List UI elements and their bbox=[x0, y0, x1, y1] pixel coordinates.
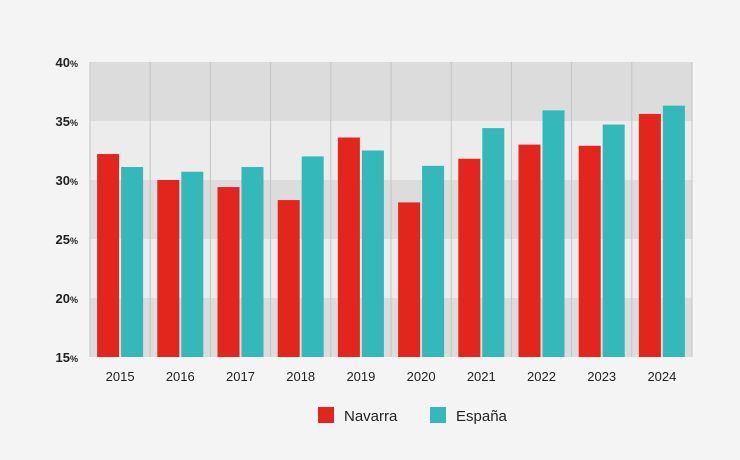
x-tick-label: 2023 bbox=[587, 369, 616, 384]
legend: Navarra España bbox=[318, 407, 508, 425]
y-tick-label: 20% bbox=[56, 291, 78, 306]
x-tick-label: 2019 bbox=[346, 369, 375, 384]
legend-label: Navarra bbox=[344, 408, 398, 425]
y-tick-label: 35% bbox=[56, 114, 78, 129]
y-tick-label: 30% bbox=[56, 173, 78, 188]
bar-espa-a-2015 bbox=[121, 167, 144, 357]
bar-navarra-2019 bbox=[337, 137, 360, 357]
bar-espa-a-2016 bbox=[181, 171, 204, 357]
bar-espa-a-2019 bbox=[361, 150, 384, 357]
bar-navarra-2022 bbox=[518, 144, 541, 357]
x-tick-label: 2020 bbox=[407, 369, 436, 384]
bars bbox=[97, 105, 685, 357]
bar-espa-a-2022 bbox=[542, 110, 565, 357]
legend-swatch bbox=[318, 407, 334, 423]
y-axis-ticks: 15% 20% 25% 30% 35% 40% bbox=[56, 55, 78, 365]
bar-espa-a-2023 bbox=[602, 124, 625, 357]
bar-navarra-2023 bbox=[578, 145, 601, 357]
bar-navarra-2017 bbox=[217, 187, 240, 357]
x-tick-label: 2015 bbox=[106, 369, 135, 384]
bar-espa-a-2021 bbox=[482, 128, 505, 357]
bar-navarra-2021 bbox=[458, 158, 481, 357]
bar-espa-a-2018 bbox=[301, 156, 324, 357]
x-tick-label: 2016 bbox=[166, 369, 195, 384]
bar-espa-a-2024 bbox=[662, 105, 685, 357]
x-tick-label: 2021 bbox=[467, 369, 496, 384]
bar-navarra-2018 bbox=[277, 200, 300, 357]
y-tick-label: 25% bbox=[56, 232, 78, 247]
y-tick-label: 40% bbox=[56, 55, 78, 70]
x-axis-ticks: 2015 2016 2017 2018 2019 2020 2021 2022 2023 2024 bbox=[106, 369, 677, 384]
x-tick-label: 2017 bbox=[226, 369, 255, 384]
bar-navarra-2015 bbox=[97, 154, 120, 357]
bar-espa-a-2017 bbox=[241, 167, 264, 357]
bar-espa-a-2020 bbox=[422, 165, 445, 357]
y-tick-label: 15% bbox=[56, 350, 78, 365]
vertical-gridlines bbox=[89, 62, 693, 357]
bar-navarra-2024 bbox=[638, 113, 661, 357]
bar-navarra-2016 bbox=[157, 180, 180, 357]
x-tick-label: 2022 bbox=[527, 369, 556, 384]
legend-label: España bbox=[456, 408, 508, 425]
x-tick-label: 2018 bbox=[286, 369, 315, 384]
x-tick-label: 2024 bbox=[647, 369, 676, 384]
legend-swatch bbox=[430, 407, 446, 423]
bar-navarra-2020 bbox=[398, 202, 421, 357]
